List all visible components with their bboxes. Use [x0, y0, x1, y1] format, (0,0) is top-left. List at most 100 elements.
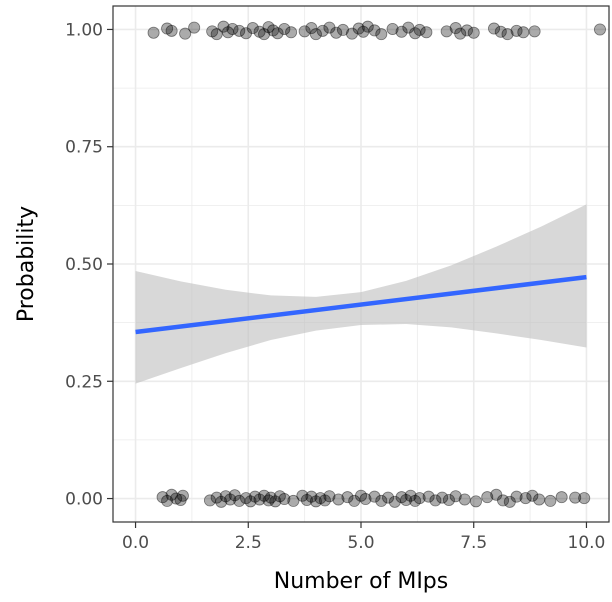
data-point	[285, 26, 298, 39]
data-point	[359, 493, 372, 506]
data-point	[413, 23, 426, 36]
data-point	[278, 493, 291, 506]
data-point	[528, 25, 541, 38]
data-point	[395, 25, 408, 38]
data-point	[497, 494, 510, 507]
data-point	[409, 27, 422, 40]
data-point	[262, 494, 275, 507]
data-point	[345, 27, 358, 40]
data-point	[233, 24, 246, 37]
gridlines	[113, 6, 609, 522]
data-point	[348, 494, 361, 507]
data-point	[233, 494, 246, 507]
data-point	[264, 491, 277, 504]
data-point	[404, 489, 417, 502]
data-point	[240, 27, 253, 40]
axis-ticks: 0.0 2.5 5.0 7.5 10.0 0.00 0.25 0.50 0.75 1.00	[65, 20, 605, 553]
data-point	[316, 24, 329, 37]
data-point	[203, 494, 216, 507]
data-point	[409, 494, 422, 507]
data-point	[156, 491, 169, 504]
x-tick-label: 0.0	[122, 533, 149, 553]
data-point	[244, 495, 257, 508]
data-point	[429, 494, 442, 507]
data-point	[309, 495, 322, 508]
data-point	[174, 493, 187, 506]
data-point	[228, 489, 241, 502]
data-point	[382, 491, 395, 504]
data-point	[336, 23, 349, 36]
data-point	[267, 24, 280, 37]
data-point	[488, 22, 501, 35]
data-point	[296, 489, 309, 502]
data-point	[422, 490, 435, 503]
data-point	[490, 488, 503, 501]
confidence-band	[135, 204, 587, 384]
data-point	[368, 24, 381, 37]
data-point	[179, 27, 192, 40]
data-point	[454, 27, 467, 40]
data-point	[219, 490, 232, 503]
data-point	[330, 26, 343, 39]
x-tick-label: 10.0	[568, 533, 606, 553]
data-point	[332, 493, 345, 506]
data-point	[375, 494, 388, 507]
data-point	[510, 490, 523, 503]
data-point	[375, 28, 388, 41]
data-point	[240, 492, 253, 505]
y-axis-title: Probability	[14, 206, 39, 322]
data-point	[503, 495, 516, 508]
data-point	[420, 26, 433, 39]
data-point	[578, 492, 591, 505]
data-point	[449, 490, 462, 503]
data-point	[210, 28, 223, 41]
confidence-band-group	[135, 204, 587, 384]
data-point	[449, 22, 462, 35]
data-point	[298, 25, 311, 38]
data-point	[269, 495, 282, 508]
data-point	[569, 491, 582, 504]
x-tick-label: 2.5	[235, 533, 262, 553]
x-tick-label: 7.5	[460, 533, 487, 553]
data-point	[469, 495, 482, 508]
data-point	[258, 489, 271, 502]
data-point	[300, 493, 313, 506]
data-point	[278, 22, 291, 35]
data-point	[246, 22, 259, 35]
trend-line	[135, 274, 587, 335]
data-point	[467, 26, 480, 39]
data-point	[357, 25, 370, 38]
data-point	[221, 26, 234, 39]
data-point	[165, 24, 178, 37]
data-point	[388, 495, 401, 508]
points-group	[147, 20, 606, 508]
data-point	[544, 494, 557, 507]
data-point	[440, 25, 453, 38]
data-point	[188, 21, 201, 34]
x-axis-title: Number of MIps	[274, 569, 448, 594]
data-point	[533, 493, 546, 506]
data-point	[147, 26, 160, 39]
data-point	[526, 489, 539, 502]
data-point	[460, 24, 473, 37]
data-point	[413, 492, 426, 505]
data-point	[165, 488, 178, 501]
data-point	[354, 489, 367, 502]
data-point	[271, 27, 284, 40]
trend-line-group	[135, 274, 587, 335]
data-point	[161, 22, 174, 35]
data-point	[253, 25, 266, 38]
y-tick-label: 1.00	[65, 20, 103, 40]
data-point	[226, 22, 239, 35]
data-point	[262, 21, 275, 34]
data-point	[361, 20, 374, 33]
data-point	[258, 28, 271, 41]
data-point	[386, 22, 399, 35]
data-point	[215, 495, 228, 508]
data-point	[206, 25, 219, 38]
data-point	[400, 493, 413, 506]
y-tick-label: 0.00	[65, 490, 103, 510]
data-point	[402, 21, 415, 34]
data-point	[368, 490, 381, 503]
